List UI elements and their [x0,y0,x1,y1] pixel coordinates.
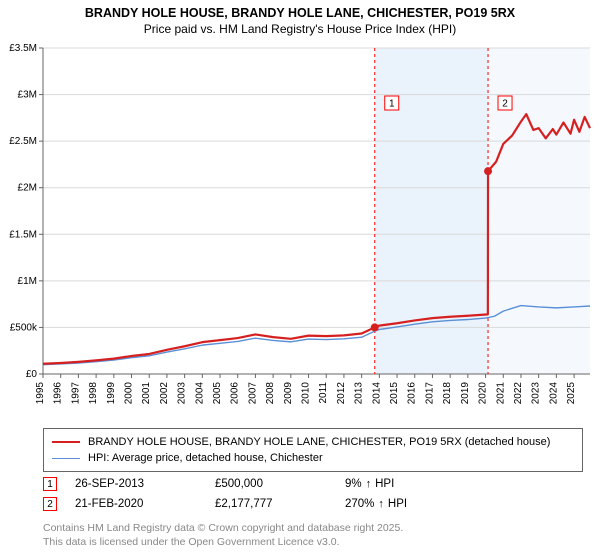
svg-text:£1.5M: £1.5M [9,229,37,240]
legend-item: BRANDY HOLE HOUSE, BRANDY HOLE LANE, CHI… [52,434,574,450]
svg-text:2006: 2006 [230,382,241,405]
svg-text:2014: 2014 [371,382,382,405]
svg-text:2011: 2011 [318,382,329,404]
sale-marker-box: 1 [43,477,57,491]
svg-text:1: 1 [389,99,395,110]
svg-text:2018: 2018 [442,382,453,405]
sale-marker-box: 2 [43,497,57,511]
svg-text:2008: 2008 [265,382,276,405]
svg-text:2001: 2001 [141,382,152,405]
svg-text:2024: 2024 [548,382,559,405]
svg-text:£3.5M: £3.5M [9,43,37,54]
footer-attribution: Contains HM Land Registry data © Crown c… [43,522,583,549]
svg-text:2005: 2005 [212,382,223,405]
chart-title-block: BRANDY HOLE HOUSE, BRANDY HOLE LANE, CHI… [0,0,600,39]
sale-row: 1 26-SEP-2013£500,0009%↑HPI [43,474,583,494]
sale-pct: 270%↑HPI [345,498,455,510]
svg-text:2021: 2021 [495,382,506,405]
legend-label: HPI: Average price, detached house, Chic… [88,452,323,464]
svg-text:2025: 2025 [566,382,577,405]
svg-text:1997: 1997 [70,382,81,405]
svg-text:£2.5M: £2.5M [9,136,37,147]
svg-text:£500k: £500k [10,322,38,333]
svg-text:2020: 2020 [478,382,489,405]
legend-item: HPI: Average price, detached house, Chic… [52,450,574,466]
sale-row: 2 21-FEB-2020£2,177,777270%↑HPI [43,494,583,514]
svg-text:2004: 2004 [194,382,205,405]
sale-price: £500,000 [215,478,345,490]
footer-line2: This data is licensed under the Open Gov… [43,536,583,550]
svg-text:2015: 2015 [389,382,400,405]
legend-swatch [52,458,80,459]
arrow-up-icon: ↑ [378,498,384,510]
svg-text:2016: 2016 [407,382,418,405]
sale-price: £2,177,777 [215,498,345,510]
svg-text:2003: 2003 [177,382,188,405]
svg-text:2013: 2013 [354,382,365,405]
svg-text:2000: 2000 [124,382,135,405]
sales-table: 1 26-SEP-2013£500,0009%↑HPI 2 21-FEB-2020£2… [43,474,583,514]
chart-area: £0 £500k £1M £1.5M £2M £2.5M £3M £3.5M 1995 1996 1… [0,40,600,420]
svg-text:2023: 2023 [531,382,542,405]
chart-title: BRANDY HOLE HOUSE, BRANDY HOLE LANE, CHI… [10,6,590,22]
svg-text:£2M: £2M [18,183,37,194]
svg-text:1995: 1995 [35,382,46,405]
legend-label: BRANDY HOLE HOUSE, BRANDY HOLE LANE, CHI… [88,436,550,448]
svg-text:2019: 2019 [460,382,471,405]
svg-text:£0: £0 [26,369,38,380]
svg-text:2010: 2010 [301,382,312,405]
svg-text:2009: 2009 [283,382,294,405]
sale-pct: 9%↑HPI [345,478,455,490]
svg-text:1999: 1999 [106,382,117,405]
svg-text:£3M: £3M [18,90,37,101]
svg-text:2012: 2012 [336,382,347,405]
line-chart: £0 £500k £1M £1.5M £2M £2.5M £3M £3.5M 1995 1996 1… [0,40,600,420]
arrow-up-icon: ↑ [366,478,372,490]
legend-swatch [52,441,80,443]
chart-subtitle: Price paid vs. HM Land Registry's House … [10,22,590,37]
sale-date: 26-SEP-2013 [75,478,215,490]
svg-text:2002: 2002 [159,382,170,405]
footer-line1: Contains HM Land Registry data © Crown c… [43,522,583,536]
svg-text:2007: 2007 [247,382,258,405]
svg-text:1998: 1998 [88,382,99,405]
svg-text:2022: 2022 [513,382,524,405]
svg-text:2017: 2017 [424,382,435,405]
svg-text:1996: 1996 [53,382,64,405]
svg-text:£1M: £1M [18,276,37,287]
svg-text:2: 2 [502,99,508,110]
legend: BRANDY HOLE HOUSE, BRANDY HOLE LANE, CHI… [43,428,583,472]
sale-date: 21-FEB-2020 [75,498,215,510]
